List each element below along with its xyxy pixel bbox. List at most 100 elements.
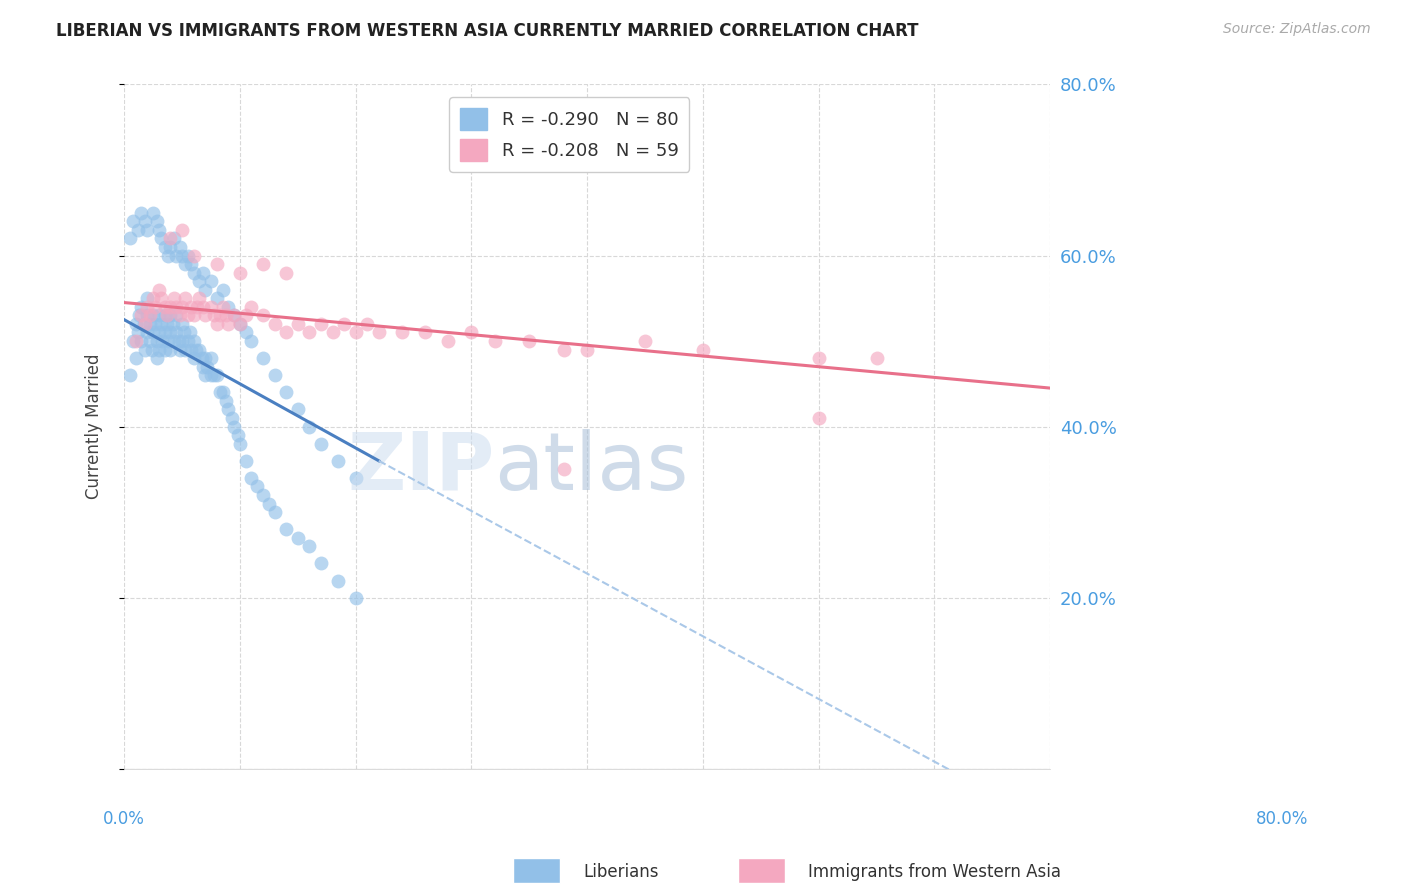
Point: [150, 317, 173, 331]
Point: [145, 317, 167, 331]
Text: 0.0%: 0.0%: [103, 810, 145, 828]
Point: [157, 334, 180, 348]
Point: [413, 326, 436, 340]
Point: [169, 240, 191, 254]
Point: [163, 334, 186, 348]
Point: [553, 343, 575, 357]
Point: [159, 300, 181, 314]
Point: [191, 359, 214, 374]
Point: [180, 300, 202, 314]
Point: [188, 274, 211, 288]
Point: [215, 309, 238, 323]
Point: [217, 317, 239, 331]
Point: [118, 368, 141, 383]
Point: [200, 274, 222, 288]
Point: [157, 248, 180, 262]
Point: [153, 240, 176, 254]
Point: [145, 351, 167, 366]
Point: [142, 291, 165, 305]
Point: [163, 291, 186, 305]
Point: [169, 309, 191, 323]
Text: Source: ZipAtlas.com: Source: ZipAtlas.com: [1223, 22, 1371, 37]
Point: [134, 317, 156, 331]
Point: [153, 326, 176, 340]
Point: [136, 223, 159, 237]
Point: [235, 326, 257, 340]
Point: [807, 411, 830, 425]
Point: [309, 317, 332, 331]
Point: [344, 591, 367, 605]
Point: [153, 300, 176, 314]
Point: [125, 334, 148, 348]
Point: [177, 334, 200, 348]
Point: [287, 531, 309, 545]
Point: [191, 266, 214, 280]
Point: [148, 326, 170, 340]
Point: [183, 248, 205, 262]
Point: [634, 334, 657, 348]
Point: [484, 334, 506, 348]
Point: [309, 557, 332, 571]
Point: [148, 283, 170, 297]
Point: [298, 419, 321, 434]
Point: [173, 326, 195, 340]
Point: [156, 317, 179, 331]
Point: [177, 309, 200, 323]
Point: [165, 300, 187, 314]
Point: [204, 368, 226, 383]
Point: [142, 309, 165, 323]
Point: [321, 326, 343, 340]
Point: [252, 488, 274, 502]
Point: [138, 334, 160, 348]
Point: [183, 334, 205, 348]
Point: [180, 257, 202, 271]
Point: [128, 309, 150, 323]
Point: [170, 334, 193, 348]
Point: [145, 300, 167, 314]
Point: [159, 326, 181, 340]
Point: [183, 266, 205, 280]
Point: [177, 248, 200, 262]
Point: [298, 326, 321, 340]
Point: [188, 343, 211, 357]
Point: [191, 300, 214, 314]
Text: Liberians: Liberians: [583, 863, 659, 881]
Point: [344, 471, 367, 485]
Point: [200, 368, 222, 383]
Point: [150, 231, 173, 245]
Point: [136, 291, 159, 305]
Text: ZIP: ZIP: [347, 429, 495, 507]
Point: [134, 214, 156, 228]
Point: [309, 436, 332, 450]
Point: [183, 351, 205, 366]
Point: [252, 351, 274, 366]
Point: [184, 343, 207, 357]
Point: [276, 266, 298, 280]
Point: [287, 317, 309, 331]
Point: [224, 419, 246, 434]
Point: [174, 291, 197, 305]
Legend: R = -0.290   N = 80, R = -0.208   N = 59: R = -0.290 N = 80, R = -0.208 N = 59: [449, 97, 689, 171]
Point: [170, 248, 193, 262]
Point: [197, 359, 219, 374]
Point: [163, 231, 186, 245]
Point: [205, 257, 228, 271]
Point: [174, 257, 197, 271]
Point: [194, 351, 217, 366]
Point: [180, 343, 202, 357]
Point: [169, 343, 191, 357]
Point: [200, 351, 222, 366]
Point: [148, 309, 170, 323]
Point: [576, 343, 599, 357]
Point: [150, 334, 173, 348]
Point: [276, 385, 298, 400]
Text: LIBERIAN VS IMMIGRANTS FROM WESTERN ASIA CURRENTLY MARRIED CORRELATION CHART: LIBERIAN VS IMMIGRANTS FROM WESTERN ASIA…: [56, 22, 918, 40]
Point: [240, 300, 263, 314]
Point: [145, 334, 167, 348]
Point: [211, 283, 233, 297]
Point: [229, 266, 252, 280]
Point: [235, 454, 257, 468]
Point: [136, 309, 159, 323]
Point: [136, 300, 159, 314]
Point: [131, 300, 153, 314]
